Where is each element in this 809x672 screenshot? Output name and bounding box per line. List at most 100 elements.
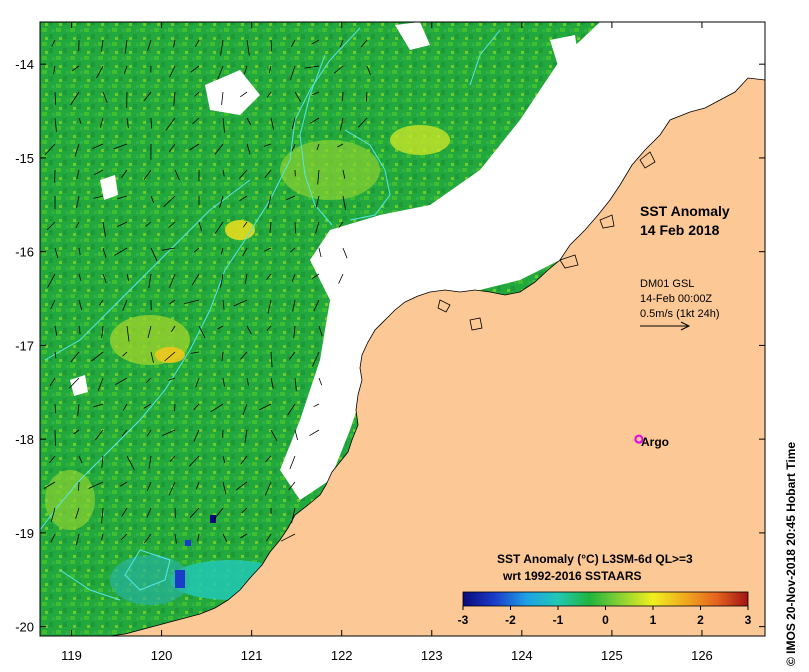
current-vector [51, 39, 56, 47]
current-vector [217, 65, 224, 80]
current-vector [54, 117, 57, 132]
current-vector [221, 91, 224, 105]
current-vector [217, 325, 224, 330]
current-vector [309, 429, 320, 437]
y-tick-label: -16 [15, 245, 34, 260]
current-vector [44, 143, 56, 156]
current-vector [148, 455, 152, 469]
current-vector [145, 221, 152, 227]
current-vector [124, 39, 128, 54]
current-vector [312, 273, 320, 279]
colorbar-tick-label: 1 [650, 613, 657, 627]
current-vector [222, 299, 225, 310]
current-vector [266, 325, 272, 331]
current-vector [184, 299, 200, 305]
current-vector [194, 247, 200, 253]
y-tick-label: -20 [15, 620, 34, 635]
current-vector [168, 481, 176, 496]
current-vector [76, 169, 80, 179]
current-vector [246, 39, 250, 56]
current-vector [266, 273, 272, 280]
current-vector [239, 195, 248, 202]
current-vector [263, 143, 272, 147]
current-vector [54, 91, 57, 105]
current-vector [47, 273, 56, 288]
current-vector [75, 507, 80, 519]
current-vector [294, 91, 302, 103]
current-vector [68, 377, 80, 389]
current-vector [192, 117, 200, 125]
current-vector [338, 273, 344, 284]
argo-float-marker[interactable] [634, 434, 644, 444]
current-vector [337, 143, 344, 148]
current-vector [71, 65, 80, 72]
current-vector [240, 533, 248, 539]
current-vector [244, 65, 248, 75]
current-vector [210, 403, 224, 413]
current-vector [170, 325, 176, 333]
current-vector [96, 65, 104, 79]
current-vector [313, 403, 320, 408]
vector-scale-label: 0.5m/s (1kt 24h) [640, 308, 719, 320]
current-vector [146, 481, 152, 491]
current-vector [290, 247, 296, 253]
colorbar-tick-label: -3 [458, 613, 469, 627]
current-vector [121, 507, 128, 517]
current-vector [290, 65, 296, 80]
current-vector [311, 91, 320, 96]
current-vector [339, 39, 344, 48]
current-vector [147, 39, 152, 51]
current-vector [101, 325, 104, 339]
current-vector [99, 299, 104, 306]
current-vector [93, 403, 104, 408]
current-vector [366, 65, 371, 76]
current-vector [246, 143, 251, 155]
current-vector [270, 117, 274, 130]
current-vector [222, 481, 227, 495]
current-vector [193, 403, 200, 411]
current-vector [288, 481, 296, 491]
vector-time-label: 14-Feb 00:00Z [640, 293, 712, 305]
y-tick-label: -14 [15, 57, 34, 72]
current-vector [164, 351, 176, 362]
current-vector [246, 117, 252, 126]
map-title-line2: 14 Feb 2018 [640, 222, 720, 238]
current-vector [102, 91, 108, 104]
current-vector [73, 429, 80, 435]
current-vector [289, 455, 296, 470]
current-vector [293, 325, 296, 339]
current-vector [338, 221, 344, 228]
colorbar-tick-label: 2 [697, 613, 704, 627]
colorbar-tick-label: 3 [745, 613, 752, 627]
current-vector [291, 117, 296, 130]
current-vector [163, 195, 176, 208]
colorbar-title: SST Anomaly (°C) L3SM-6d QL>=3 [497, 552, 693, 566]
current-vector [123, 65, 128, 74]
current-vector [122, 403, 128, 411]
current-vector [169, 455, 176, 462]
current-vector [189, 143, 200, 151]
current-vectors [43, 39, 371, 546]
x-axis: 119 120 121 122 123 124 125 126 [61, 22, 713, 663]
current-vector [244, 429, 248, 443]
current-vector [270, 39, 273, 52]
current-vector [126, 455, 135, 470]
current-vector [150, 351, 154, 363]
current-vector [146, 377, 152, 383]
current-vector [78, 273, 82, 281]
no-data-cloud [70, 22, 765, 500]
x-tick-label: 123 [421, 648, 443, 663]
current-vector [317, 169, 320, 185]
current-vector [117, 221, 128, 227]
current-vector [120, 481, 128, 487]
current-vector [146, 429, 152, 437]
current-vector [342, 195, 346, 211]
x-tick-label: 126 [691, 648, 713, 663]
current-vector [221, 351, 224, 361]
current-vector [117, 195, 128, 200]
current-vector [120, 533, 128, 541]
y-tick-label: -18 [15, 432, 34, 447]
current-vector [214, 143, 224, 155]
current-vector [339, 117, 344, 131]
current-vector [213, 507, 224, 520]
